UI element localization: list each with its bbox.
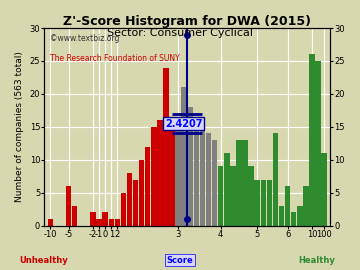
Bar [200,127,205,226]
Bar [169,120,175,226]
Bar [297,206,302,226]
Bar [255,180,260,226]
Bar [139,160,144,226]
Title: Z'-Score Histogram for DWA (2015): Z'-Score Histogram for DWA (2015) [63,15,311,28]
Bar [163,68,169,226]
Bar [188,107,193,226]
Bar [236,140,242,226]
Bar [291,212,296,226]
Bar [212,140,217,226]
Bar [321,153,327,226]
Bar [157,120,163,226]
Bar [108,219,114,226]
Bar [103,212,108,226]
Bar [181,87,187,226]
Bar [151,127,157,226]
Bar [66,186,71,226]
Bar [218,166,224,226]
Bar [273,133,278,226]
Bar [127,173,132,226]
Bar [279,206,284,226]
Text: Unhealthy: Unhealthy [19,256,68,265]
Y-axis label: Number of companies (563 total): Number of companies (563 total) [15,51,24,202]
Bar [72,206,77,226]
Bar [206,133,211,226]
Bar [133,180,138,226]
Bar [145,147,150,226]
Text: ©www.textbiz.org: ©www.textbiz.org [50,34,120,43]
Bar [48,219,53,226]
Bar [114,219,120,226]
Bar [90,212,96,226]
Bar [309,54,315,226]
Bar [267,180,272,226]
Bar [242,140,248,226]
Bar [248,166,254,226]
Text: Sector: Consumer Cyclical: Sector: Consumer Cyclical [107,28,253,38]
Bar [224,153,230,226]
Bar [175,127,181,226]
Bar [194,127,199,226]
Bar [315,61,321,226]
Bar [121,193,126,226]
Bar [261,180,266,226]
Bar [303,186,309,226]
Bar [96,219,102,226]
Text: 2.4207: 2.4207 [165,119,203,129]
Bar [285,186,291,226]
Text: Score: Score [167,256,193,265]
Text: Healthy: Healthy [298,256,335,265]
Text: The Research Foundation of SUNY: The Research Foundation of SUNY [50,54,180,63]
Bar [230,166,236,226]
